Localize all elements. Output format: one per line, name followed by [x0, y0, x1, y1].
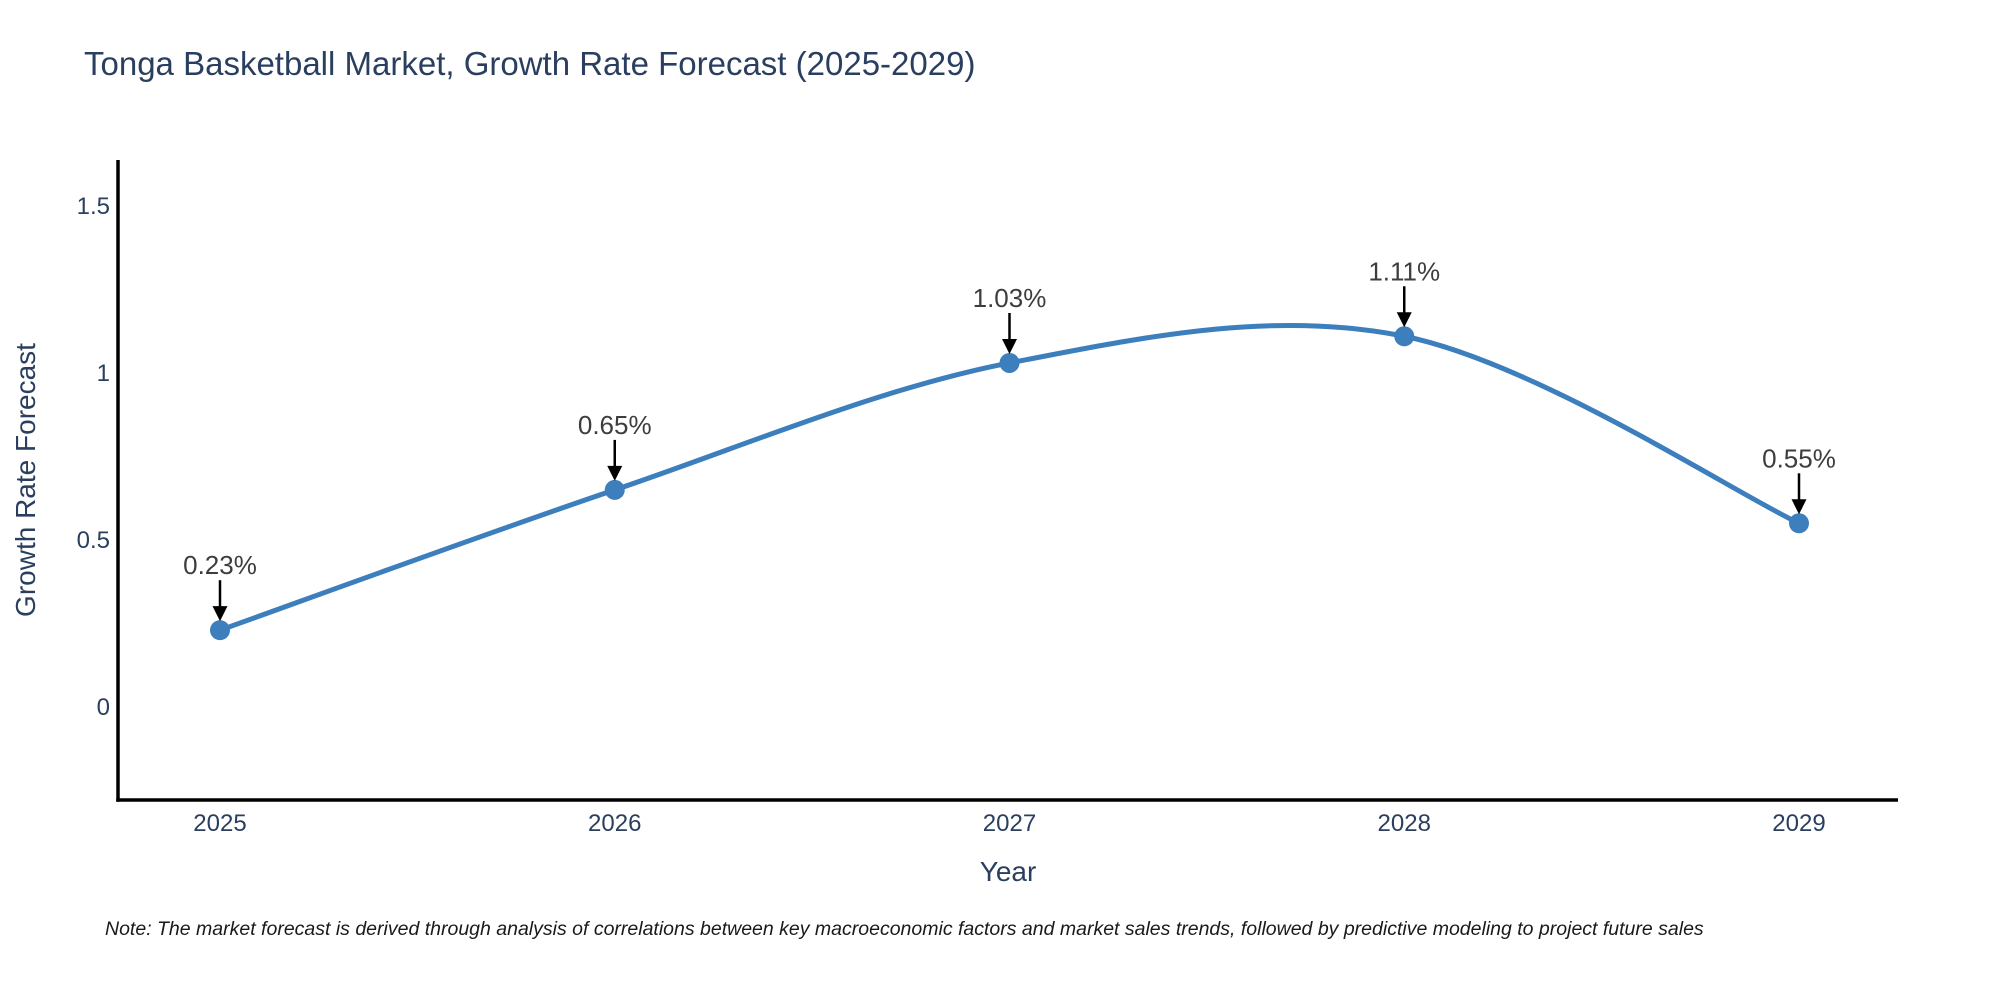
x-axis-title: Year — [979, 856, 1037, 887]
data-point-2025 — [210, 620, 230, 641]
y-tick-label: 1 — [97, 360, 110, 387]
x-tick-label: 2029 — [1772, 810, 1825, 837]
y-tick-label: 0.5 — [77, 527, 110, 554]
y-tick-label: 0 — [97, 694, 110, 721]
point-label: 0.23% — [183, 550, 257, 580]
x-tick-label: 2026 — [588, 810, 641, 837]
data-point-2027 — [999, 352, 1020, 373]
y-tick-label: 1.5 — [77, 193, 110, 220]
data-point-2029 — [1789, 513, 1809, 534]
data-point-2028 — [1394, 326, 1415, 347]
point-label: 0.65% — [578, 410, 652, 440]
x-tick-label: 2027 — [983, 810, 1036, 837]
annotation-arrowhead — [607, 465, 623, 481]
footnote: Note: The market forecast is derived thr… — [105, 918, 1704, 940]
chart-title: Tonga Basketball Market, Growth Rate For… — [84, 45, 976, 82]
annotation-arrowhead — [1002, 338, 1017, 354]
point-label: 1.03% — [973, 283, 1047, 313]
data-point-2026 — [604, 479, 625, 500]
annotation-arrowhead — [1791, 499, 1807, 515]
annotation-arrowhead — [1396, 312, 1412, 328]
point-label: 0.55% — [1762, 443, 1836, 473]
x-tick-label: 2028 — [1378, 810, 1431, 837]
annotation-arrowhead — [212, 606, 228, 622]
x-tick-label: 2025 — [193, 810, 246, 837]
point-label: 1.11% — [1368, 256, 1440, 286]
